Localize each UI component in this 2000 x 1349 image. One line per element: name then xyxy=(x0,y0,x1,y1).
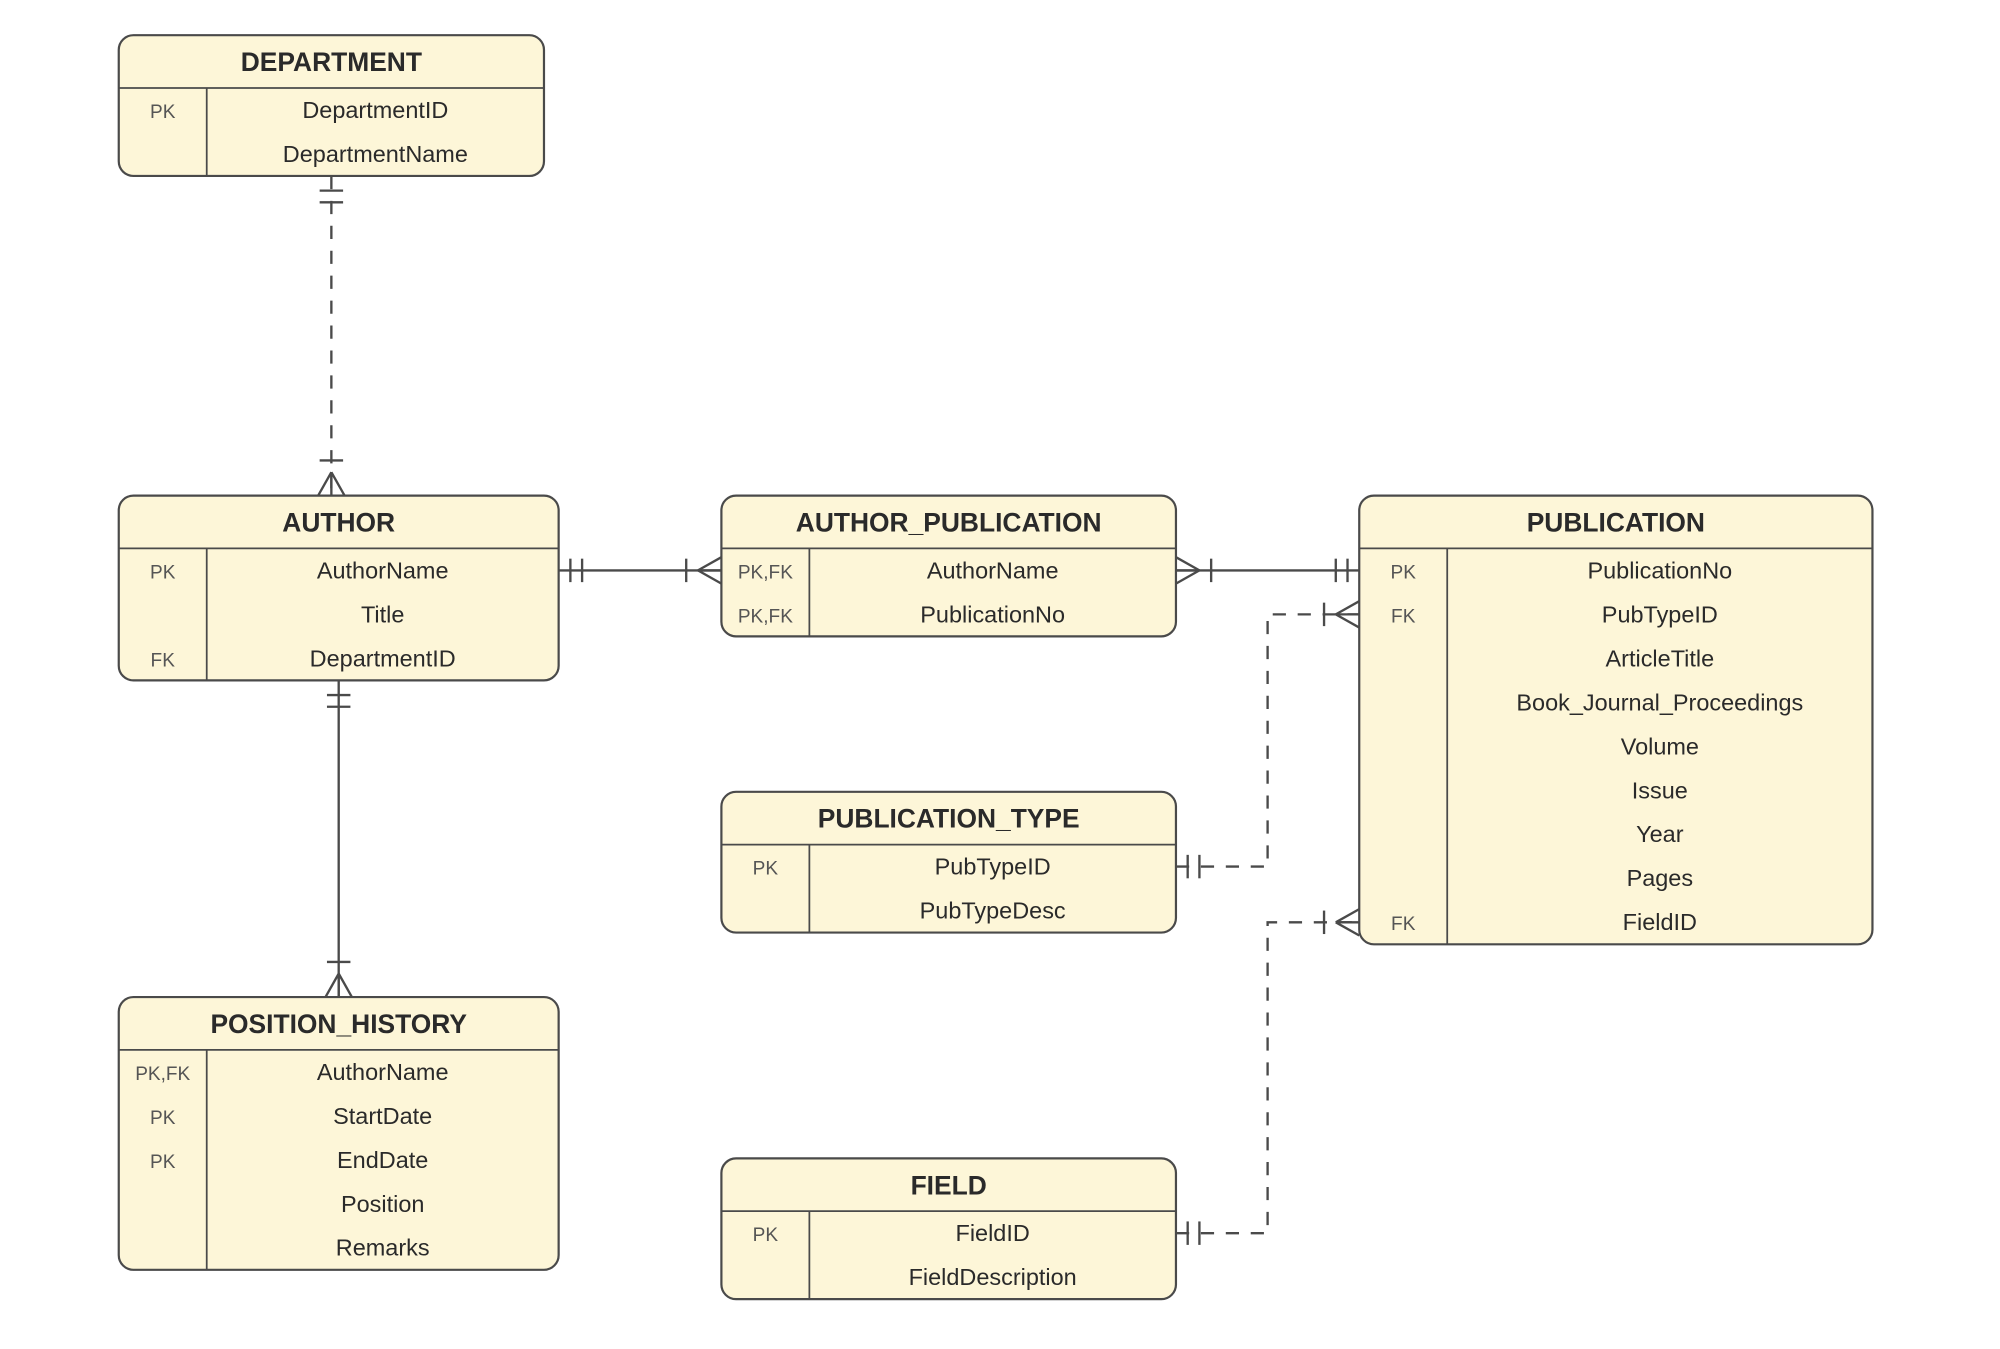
attr-key: FK xyxy=(1391,606,1416,627)
attr-name: Remarks xyxy=(336,1235,430,1261)
attr-name: Position xyxy=(341,1191,424,1217)
entity-publication: PUBLICATION PK PublicationNo FK PubTypeID Art… xyxy=(1359,496,1872,945)
entity-field: FIELD PK FieldID FieldDescription xyxy=(721,1158,1176,1299)
entity-author_publication: AUTHOR_PUBLICATION PK,FK AuthorName PK,FK Pu… xyxy=(721,496,1176,637)
attr-name: FieldID xyxy=(1623,909,1697,935)
entity-title: AUTHOR xyxy=(282,508,395,538)
entity-title: FIELD xyxy=(911,1170,987,1200)
entity-author: AUTHOR PK AuthorName Title FK DepartmentID xyxy=(119,496,559,681)
attr-name: DepartmentID xyxy=(302,97,448,123)
entity-title: PUBLICATION xyxy=(1527,508,1705,538)
entity-title: POSITION_HISTORY xyxy=(210,1009,467,1039)
attr-key: FK xyxy=(151,650,176,671)
attr-name: AuthorName xyxy=(317,1059,449,1085)
er-diagram: DEPARTMENT PK DepartmentID DepartmentName AU… xyxy=(0,0,2000,1349)
attr-name: FieldDescription xyxy=(909,1264,1077,1290)
attr-name: Issue xyxy=(1632,777,1688,803)
entity-publication_type: PUBLICATION_TYPE PK PubTypeID PubTypeDesc xyxy=(721,792,1176,933)
attr-name: PubTypeID xyxy=(1602,601,1718,627)
attr-name: PublicationNo xyxy=(920,601,1065,627)
entity-department: DEPARTMENT PK DepartmentID DepartmentName xyxy=(119,35,544,176)
attr-key: PK xyxy=(150,1152,176,1173)
attr-name: FieldID xyxy=(956,1220,1030,1246)
entity-title: PUBLICATION_TYPE xyxy=(818,804,1080,834)
attr-name: AuthorName xyxy=(927,557,1059,583)
attr-name: PubTypeDesc xyxy=(920,897,1066,923)
entity-position_history: POSITION_HISTORY PK,FK AuthorName PK StartDa… xyxy=(119,997,559,1270)
attr-key: PK,FK xyxy=(738,606,793,627)
attr-key: PK xyxy=(753,859,779,880)
attr-name: PubTypeID xyxy=(935,854,1051,880)
attr-name: Book_Journal_Proceedings xyxy=(1516,689,1803,715)
attr-key: PK xyxy=(1391,562,1417,583)
attr-name: StartDate xyxy=(333,1103,432,1129)
attr-name: Volume xyxy=(1621,733,1699,759)
attr-key: PK xyxy=(150,102,176,123)
attr-key: PK xyxy=(150,1108,176,1129)
attr-key: PK xyxy=(753,1225,779,1246)
entity-title: DEPARTMENT xyxy=(241,47,422,77)
attr-key: PK xyxy=(150,562,176,583)
attr-name: EndDate xyxy=(337,1147,428,1173)
attr-name: Pages xyxy=(1627,865,1694,891)
attr-name: DepartmentName xyxy=(283,141,468,167)
attr-name: Title xyxy=(361,601,404,627)
entity-title: AUTHOR_PUBLICATION xyxy=(796,508,1102,538)
attr-key: PK,FK xyxy=(738,562,793,583)
attr-name: PublicationNo xyxy=(1587,557,1732,583)
attr-key: PK,FK xyxy=(135,1064,190,1085)
attr-name: ArticleTitle xyxy=(1606,645,1715,671)
attr-name: DepartmentID xyxy=(310,645,456,671)
attr-name: AuthorName xyxy=(317,557,449,583)
attr-name: Year xyxy=(1636,821,1684,847)
attr-key: FK xyxy=(1391,914,1416,935)
